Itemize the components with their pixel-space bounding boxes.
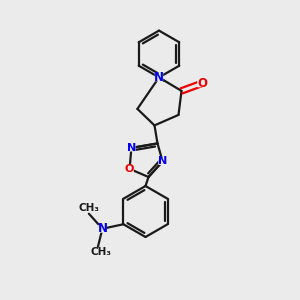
FancyBboxPatch shape (127, 144, 136, 152)
Text: O: O (197, 77, 207, 90)
Text: N: N (154, 71, 164, 84)
FancyBboxPatch shape (98, 225, 106, 233)
Text: CH₃: CH₃ (90, 247, 111, 257)
Text: CH₃: CH₃ (78, 203, 99, 213)
Text: N: N (98, 222, 107, 235)
Text: O: O (125, 164, 134, 174)
Text: N: N (158, 156, 167, 167)
FancyBboxPatch shape (155, 74, 163, 81)
Text: N: N (127, 143, 136, 153)
FancyBboxPatch shape (125, 165, 134, 172)
FancyBboxPatch shape (197, 80, 207, 87)
FancyBboxPatch shape (158, 158, 167, 165)
